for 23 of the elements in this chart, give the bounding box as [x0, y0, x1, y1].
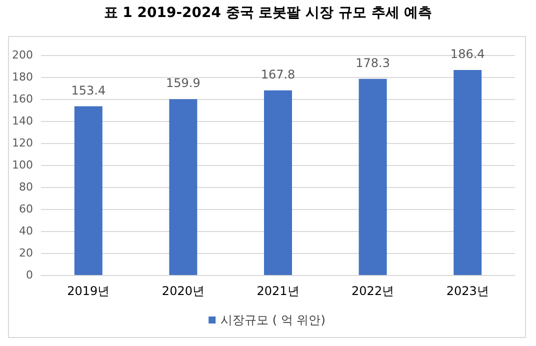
- y-tick-label: 140: [12, 114, 33, 128]
- x-tick-label: 2020년: [162, 284, 204, 298]
- y-tick-label: 0: [26, 268, 33, 282]
- legend-label: 시장규모 ( 억 위안): [220, 313, 326, 327]
- x-tick-label: 2023년: [446, 284, 489, 298]
- y-tick-label: 160: [12, 92, 33, 106]
- data-label: 153.4: [71, 83, 106, 98]
- chart-title: 표 1 2019-2024 중국 로봇팔 시장 규모 추세 예측: [102, 4, 434, 22]
- x-tick-label: 2019년: [67, 284, 110, 298]
- y-tick-label: 180: [12, 70, 33, 84]
- y-tick-label: 100: [12, 158, 33, 172]
- x-tick-label: 2022년: [352, 284, 394, 298]
- y-tick-label: 200: [12, 48, 33, 62]
- y-tick-label: 120: [12, 136, 33, 150]
- data-label: 159.9: [166, 76, 200, 90]
- x-tick-label: 2021년: [256, 284, 300, 298]
- data-label: 167.8: [260, 67, 296, 82]
- y-tick-label: 40: [19, 224, 33, 238]
- y-tick-label: 20: [19, 246, 33, 260]
- y-tick-label: 80: [19, 180, 33, 194]
- y-tick-label: 60: [19, 202, 33, 216]
- data-label: 178.3: [356, 56, 390, 70]
- data-label: 186.4: [450, 46, 485, 61]
